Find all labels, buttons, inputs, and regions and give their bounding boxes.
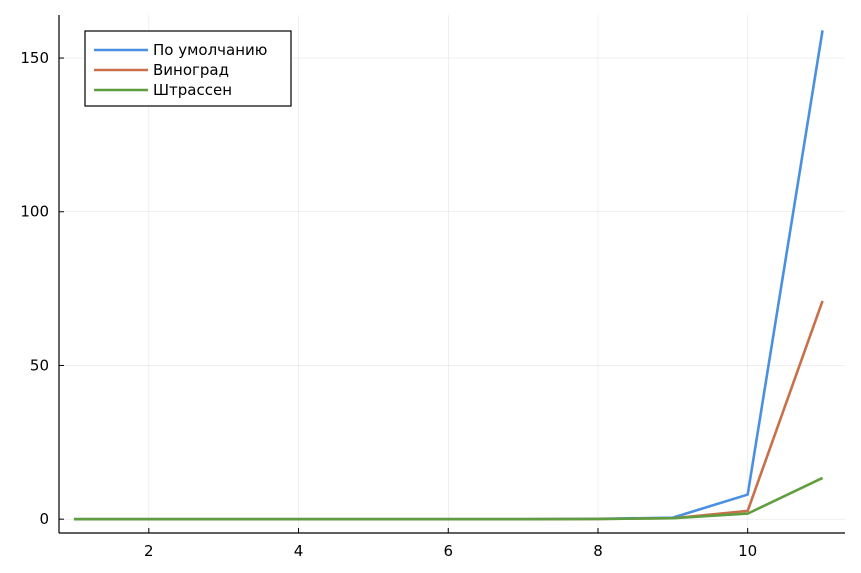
axes xyxy=(58,15,845,534)
legend: По умолчанию Виноград Штрассен xyxy=(84,30,292,107)
legend-label: Штрассен xyxy=(153,81,232,99)
y-tick-label: 100 xyxy=(20,203,49,221)
y-tick-label: 0 xyxy=(39,510,49,528)
x-tick-label: 8 xyxy=(593,542,603,560)
series-line-2 xyxy=(73,476,824,521)
legend-box xyxy=(84,30,292,107)
series-lines xyxy=(73,30,824,521)
y-tick-label: 50 xyxy=(30,356,49,374)
x-tick-label: 4 xyxy=(294,542,304,560)
legend-label: По умолчанию xyxy=(153,41,267,59)
x-tick-label: 6 xyxy=(443,542,453,560)
legend-label: Виноград xyxy=(153,61,229,79)
x-tick-label: 2 xyxy=(144,542,154,560)
y-tick-label: 150 xyxy=(20,49,49,67)
x-tick-label: 10 xyxy=(738,542,757,560)
